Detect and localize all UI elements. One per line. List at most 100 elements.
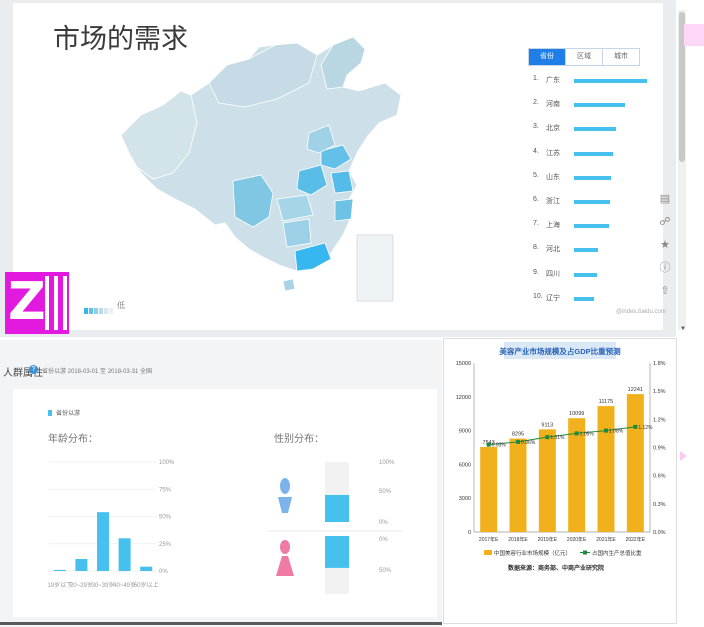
crowd-date-range: 省份以游 2018-03-01 至 2018-03-31 全国 [42, 369, 153, 375]
map-region-west [120, 90, 198, 180]
ranking-bar [574, 151, 614, 156]
x-tick-label: 2021年E [596, 536, 616, 543]
crowd-charts: 100%75%50%25%0%19岁以下20~29岁30~39岁40~49岁50… [47, 460, 403, 594]
line-value-label: 1.05% [580, 431, 595, 437]
bottom-divider [0, 622, 442, 625]
ranking-row: 3. 北京 [533, 123, 653, 137]
bar-value-label: 12241 [628, 387, 643, 393]
ranking-bar [574, 224, 610, 229]
ranking-bar [574, 272, 597, 277]
legend-line-label: 占国内生产总值比重 [592, 549, 642, 557]
crowd-attributes-panel: 人群属性 ? 省份以游 2018-03-01 至 2018-03-31 全国 省… [0, 340, 442, 627]
gdp-share-point [486, 442, 491, 447]
right-tick-label: 1.5% [653, 389, 666, 395]
ranking-province: 浙江 [546, 198, 560, 205]
help-icon[interactable]: ⓘ [659, 262, 671, 274]
gdp-share-point [604, 428, 608, 433]
gdp-share-point [516, 439, 520, 444]
ranking-row: 8. 河北 [533, 244, 653, 258]
page-title: 市场的需求 [53, 24, 188, 54]
ranking-province: 山东 [546, 173, 560, 181]
ranking-row: 1. 广东 [533, 75, 653, 89]
right-tick-label: 0.0% [653, 530, 666, 536]
ranking-number: 10. [533, 292, 543, 300]
top-icon[interactable]: ⇧ [660, 285, 670, 297]
age-bar [75, 559, 88, 571]
age-tick-label: 100% [159, 460, 175, 466]
ranking-bar [574, 79, 647, 83]
tab-city[interactable]: 城市 [602, 49, 639, 65]
ranking-province: 上海 [546, 222, 560, 230]
ranking-province: 四川 [546, 270, 560, 278]
map-region-hebei [306, 124, 336, 154]
line-value-label: 1.01% [550, 435, 565, 441]
gender-female-bar [325, 536, 349, 568]
x-tick-label: 2018年E [508, 536, 528, 543]
left-tick-label: 3000 [459, 496, 471, 502]
chart-bar [597, 406, 615, 532]
left-tick-label: 12000 [456, 395, 471, 401]
map-region-hunan [282, 218, 312, 248]
market-demand-panel: 市场的需求 低 省份 区域 城市 1. 广东 2. 河南 3. 北京 4. 江苏 5. 山东 6. 浙… [0, 0, 686, 337]
map-region-zhejiang [334, 198, 354, 222]
bar-value-label: 8295 [512, 432, 524, 438]
crowd-legend-label: 省份以游 [56, 411, 81, 417]
ranking-row: 2. 河南 [533, 99, 653, 113]
map-region-henan [296, 164, 328, 196]
age-category-label: 50岁以上 [134, 581, 159, 589]
line-value-label: 1.08% [609, 429, 624, 435]
ranking-province: 北京 [546, 125, 560, 133]
chart-title-bg [504, 342, 616, 359]
map-region-jiangsu [330, 170, 354, 194]
ranking-number: 5. [533, 171, 539, 179]
age-category-label: 19岁以下 [47, 581, 72, 589]
chart-source: 数据来源：商务部、中商产业研究院 [508, 564, 604, 572]
zi-logo: Z [5, 272, 69, 334]
ranking-province: 江苏 [546, 149, 560, 157]
map-inset [356, 234, 394, 302]
crowd-legend: 省份以游 [48, 408, 80, 417]
line-value-label: 0.93% [492, 443, 507, 449]
ranking-row: 7. 上海 [533, 220, 653, 234]
line-value-label: 1.12% [638, 425, 653, 431]
ranking-bar [574, 296, 595, 301]
ranking-bar [574, 200, 610, 204]
age-tick-label: 50% [159, 515, 172, 521]
comment-icon[interactable]: ▤ [659, 193, 671, 205]
tab-region[interactable]: 区域 [565, 49, 602, 65]
ranking-province: 河南 [546, 101, 560, 109]
beauty-chart-svg: 美容产业市场规模及占GDP比重预测 15000 12000 9000 6000 3000 0… [456, 342, 666, 572]
bar-value-label: 10099 [569, 411, 584, 417]
gender-male-bar [325, 495, 349, 522]
scroll-down-icon[interactable]: ▼ [680, 326, 686, 332]
age-tick-label: 25% [159, 542, 172, 548]
map-region-guangdong [294, 242, 332, 272]
age-bar [97, 512, 109, 571]
crowd-header: 人群属性 [3, 368, 43, 379]
gender-tick-label: 0% [379, 537, 388, 543]
age-tick-label: 75% [159, 487, 172, 493]
ranking-bar [574, 127, 616, 132]
female-icon [276, 540, 294, 576]
tab-province[interactable]: 省份 [529, 49, 565, 65]
line-value-label: 0.96% [521, 440, 536, 446]
star-icon[interactable]: ★ [660, 239, 670, 251]
ranking-number: 4. [533, 147, 539, 155]
china-heat-map [120, 36, 402, 302]
chart-bar [480, 447, 498, 532]
gender-tick-label: 50% [379, 489, 392, 495]
chart-title: 美容产业市场规模及占GDP比重预测 [499, 346, 621, 356]
map-region-shandong [320, 144, 352, 170]
scrollbar-thumb[interactable] [679, 12, 685, 162]
crowd-card: 省份以游 年龄分布： 性别分布： 100% 75% 50% 25% 0% 19岁以下 20~… [13, 389, 437, 617]
share-icon[interactable]: ☍ [659, 216, 671, 228]
map-card: 市场的需求 低 省份 区域 城市 1. 广东 2. 河南 3. 北京 4. 江苏 5. 山东 6. 浙… [13, 3, 666, 330]
right-tick-label: 0.3% [653, 502, 666, 508]
ranking-province: 辽宁 [546, 294, 560, 302]
info-icon[interactable]: ? [29, 365, 38, 374]
vertical-scrollbar[interactable] [678, 10, 686, 330]
left-tick-label: 9000 [459, 429, 471, 435]
map-legend-gradient [84, 301, 114, 319]
pink-marker [684, 24, 704, 46]
right-tick-label: 0.9% [653, 446, 666, 452]
